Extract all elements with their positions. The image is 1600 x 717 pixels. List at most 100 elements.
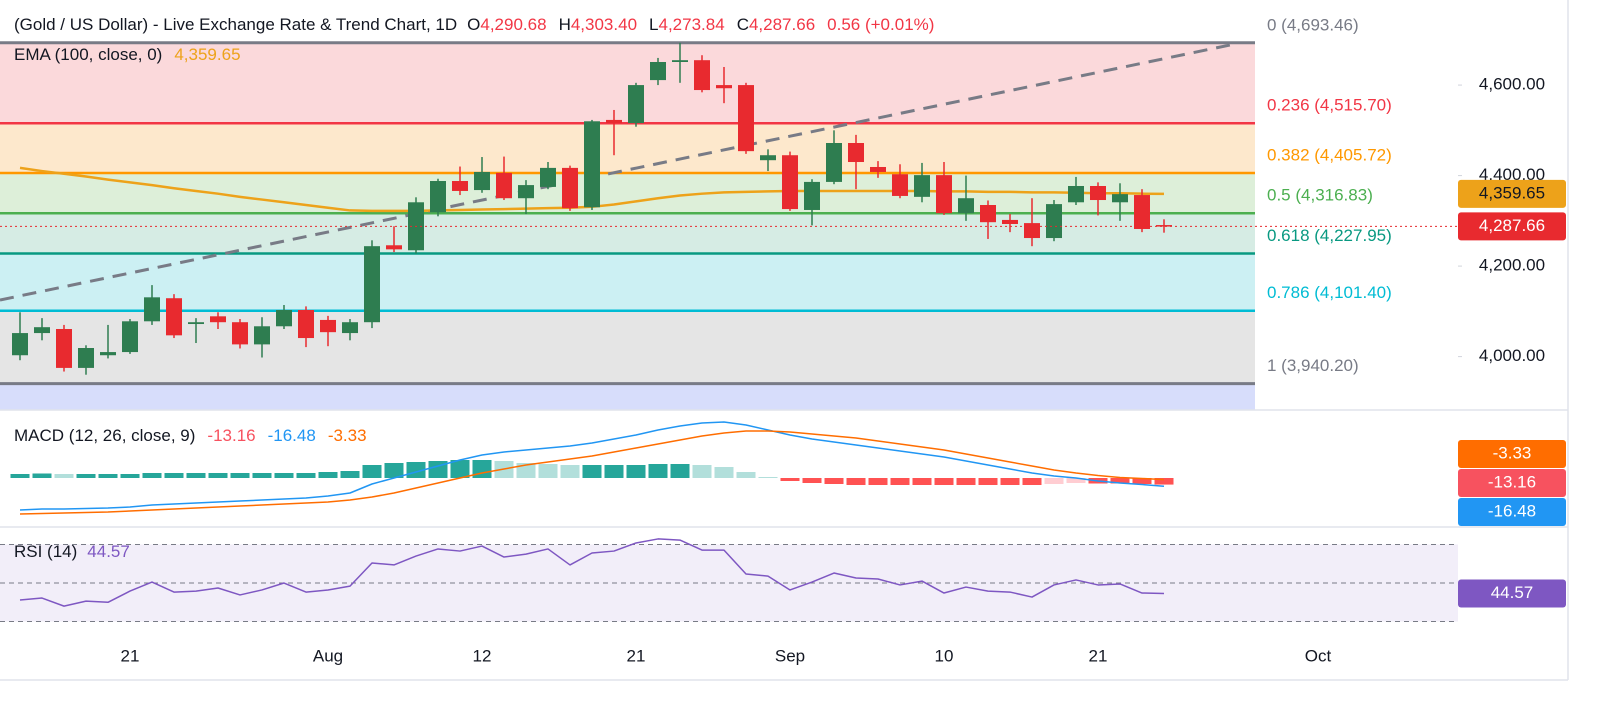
fib-band [0,253,1255,311]
macd-hist-bar [912,478,932,485]
macd-hist-bar [10,474,30,478]
candle-body [672,60,688,62]
ema-badge: 4,359.65 [1479,183,1545,202]
candle-body [804,181,820,210]
candle-body [1112,194,1128,203]
candle-body [320,319,336,333]
macd-hist-bar [472,460,492,478]
macd-hist-bar [604,465,624,478]
candle-body [1046,204,1062,239]
chart-title: (Gold / US Dollar) - Live Exchange Rate … [14,15,457,34]
chart-header: (Gold / US Dollar) - Live Exchange Rate … [14,15,934,34]
macd-hist-bar [956,478,976,485]
rsi-badge: 44.57 [1491,583,1534,602]
x-tick-label: 12 [473,646,492,665]
candle-body [716,85,732,89]
fib-label: 0.382 (4,405.72) [1267,145,1392,164]
macd-hist-bar [252,473,272,478]
macd-hist-bar [318,472,338,478]
macd-hist-bar [516,463,536,478]
macd-hist-bar [626,465,646,478]
price-badge: 4,287.66 [1479,216,1545,235]
fib-band [0,383,1255,410]
macd-hist-bar [120,474,140,478]
macd-hist-bar [340,471,360,478]
ema-name: EMA (100, close, 0) [14,45,162,64]
macd-badge: -16.48 [1488,501,1536,520]
ema-badge-bg [1458,179,1566,208]
macd-hist-bar [582,465,602,478]
labels: (Gold / US Dollar) - Live Exchange Rate … [14,15,1566,665]
candle-body [848,143,864,163]
candle-body [584,121,600,208]
candle-body [298,309,314,339]
macd-value: -13.16 [207,426,255,445]
macd-hist-bar [692,465,712,478]
candle-body [166,298,182,336]
macd-hist-bar [384,463,404,478]
macd-hist-bar [736,472,756,478]
fib-label: 0 (4,693.46) [1267,15,1359,34]
macd-hist-bar [824,478,844,484]
candle-body [1156,225,1172,227]
candle-body [1090,185,1106,201]
y-tick-label: 4,600.00 [1479,75,1545,94]
macd-badge-bg [1458,439,1566,468]
macd-hist-bar [296,473,316,478]
fib-band [0,213,1255,254]
macd-hist-bar [142,473,162,478]
macd-hist-bar [1132,478,1152,484]
macd-hist-bar [714,467,734,478]
fib-label: 0.5 (4,316.83) [1267,186,1373,205]
candle-body [496,172,512,199]
candle-body [34,327,50,334]
rsi-line [19,538,1165,607]
candle-body [254,326,270,345]
candle-body [276,309,292,327]
candle-body [936,175,952,214]
x-tick-label: 21 [1089,646,1108,665]
macd-hist-bar [538,464,558,478]
candle-body [914,175,930,197]
trend-line [0,43,1231,302]
macd-hist-bar [208,473,228,478]
macd-hist-bar [1110,478,1130,484]
candle-body [122,321,138,353]
macd-hist-bar [780,478,800,481]
candle-body [540,167,556,187]
ohlc-value: 4,273.84 [659,15,725,34]
fib-band [0,123,1255,173]
x-tick-label: 21 [627,646,646,665]
macd-line [19,421,1165,511]
candle-body [210,316,226,323]
candle-body [1024,223,1040,239]
macd-badge-bg [1458,468,1566,497]
macd-hist-bar [1044,478,1064,484]
fib-label: 0.786 (4,101.40) [1267,283,1392,302]
candle-body [232,322,248,345]
x-tick-label: Aug [313,646,343,665]
macd-hist-bar [230,473,250,478]
macd-hist-bar [98,474,118,478]
macd-badge-bg [1458,497,1566,526]
ema-legend: EMA (100, close, 0) 4,359.65 [14,45,241,64]
macd-hist-bar [890,478,910,485]
fib-label: 1 (3,940.20) [1267,356,1359,375]
macd-hist-bar [274,473,294,478]
macd-hist-bar [1022,478,1042,485]
macd-hist-bar [32,473,52,478]
rsi-value: 44.57 [87,542,130,561]
change-value: 0.56 (+0.01%) [827,15,934,34]
macd-hist-bar [868,478,888,485]
macd-hist-bar [846,478,866,485]
macd-hist-bar [54,474,74,478]
y-tick-label: 4,000.00 [1479,346,1545,365]
y-tick-label: 4,400.00 [1479,165,1545,184]
candle-body [760,155,776,161]
marks [0,42,1458,607]
macd-hist-bar [802,478,822,483]
macd-hist-bar [1000,478,1020,485]
macd-hist-bar [560,465,580,478]
candle-body [782,155,798,210]
fib-label: 0.618 (4,227.95) [1267,226,1392,245]
